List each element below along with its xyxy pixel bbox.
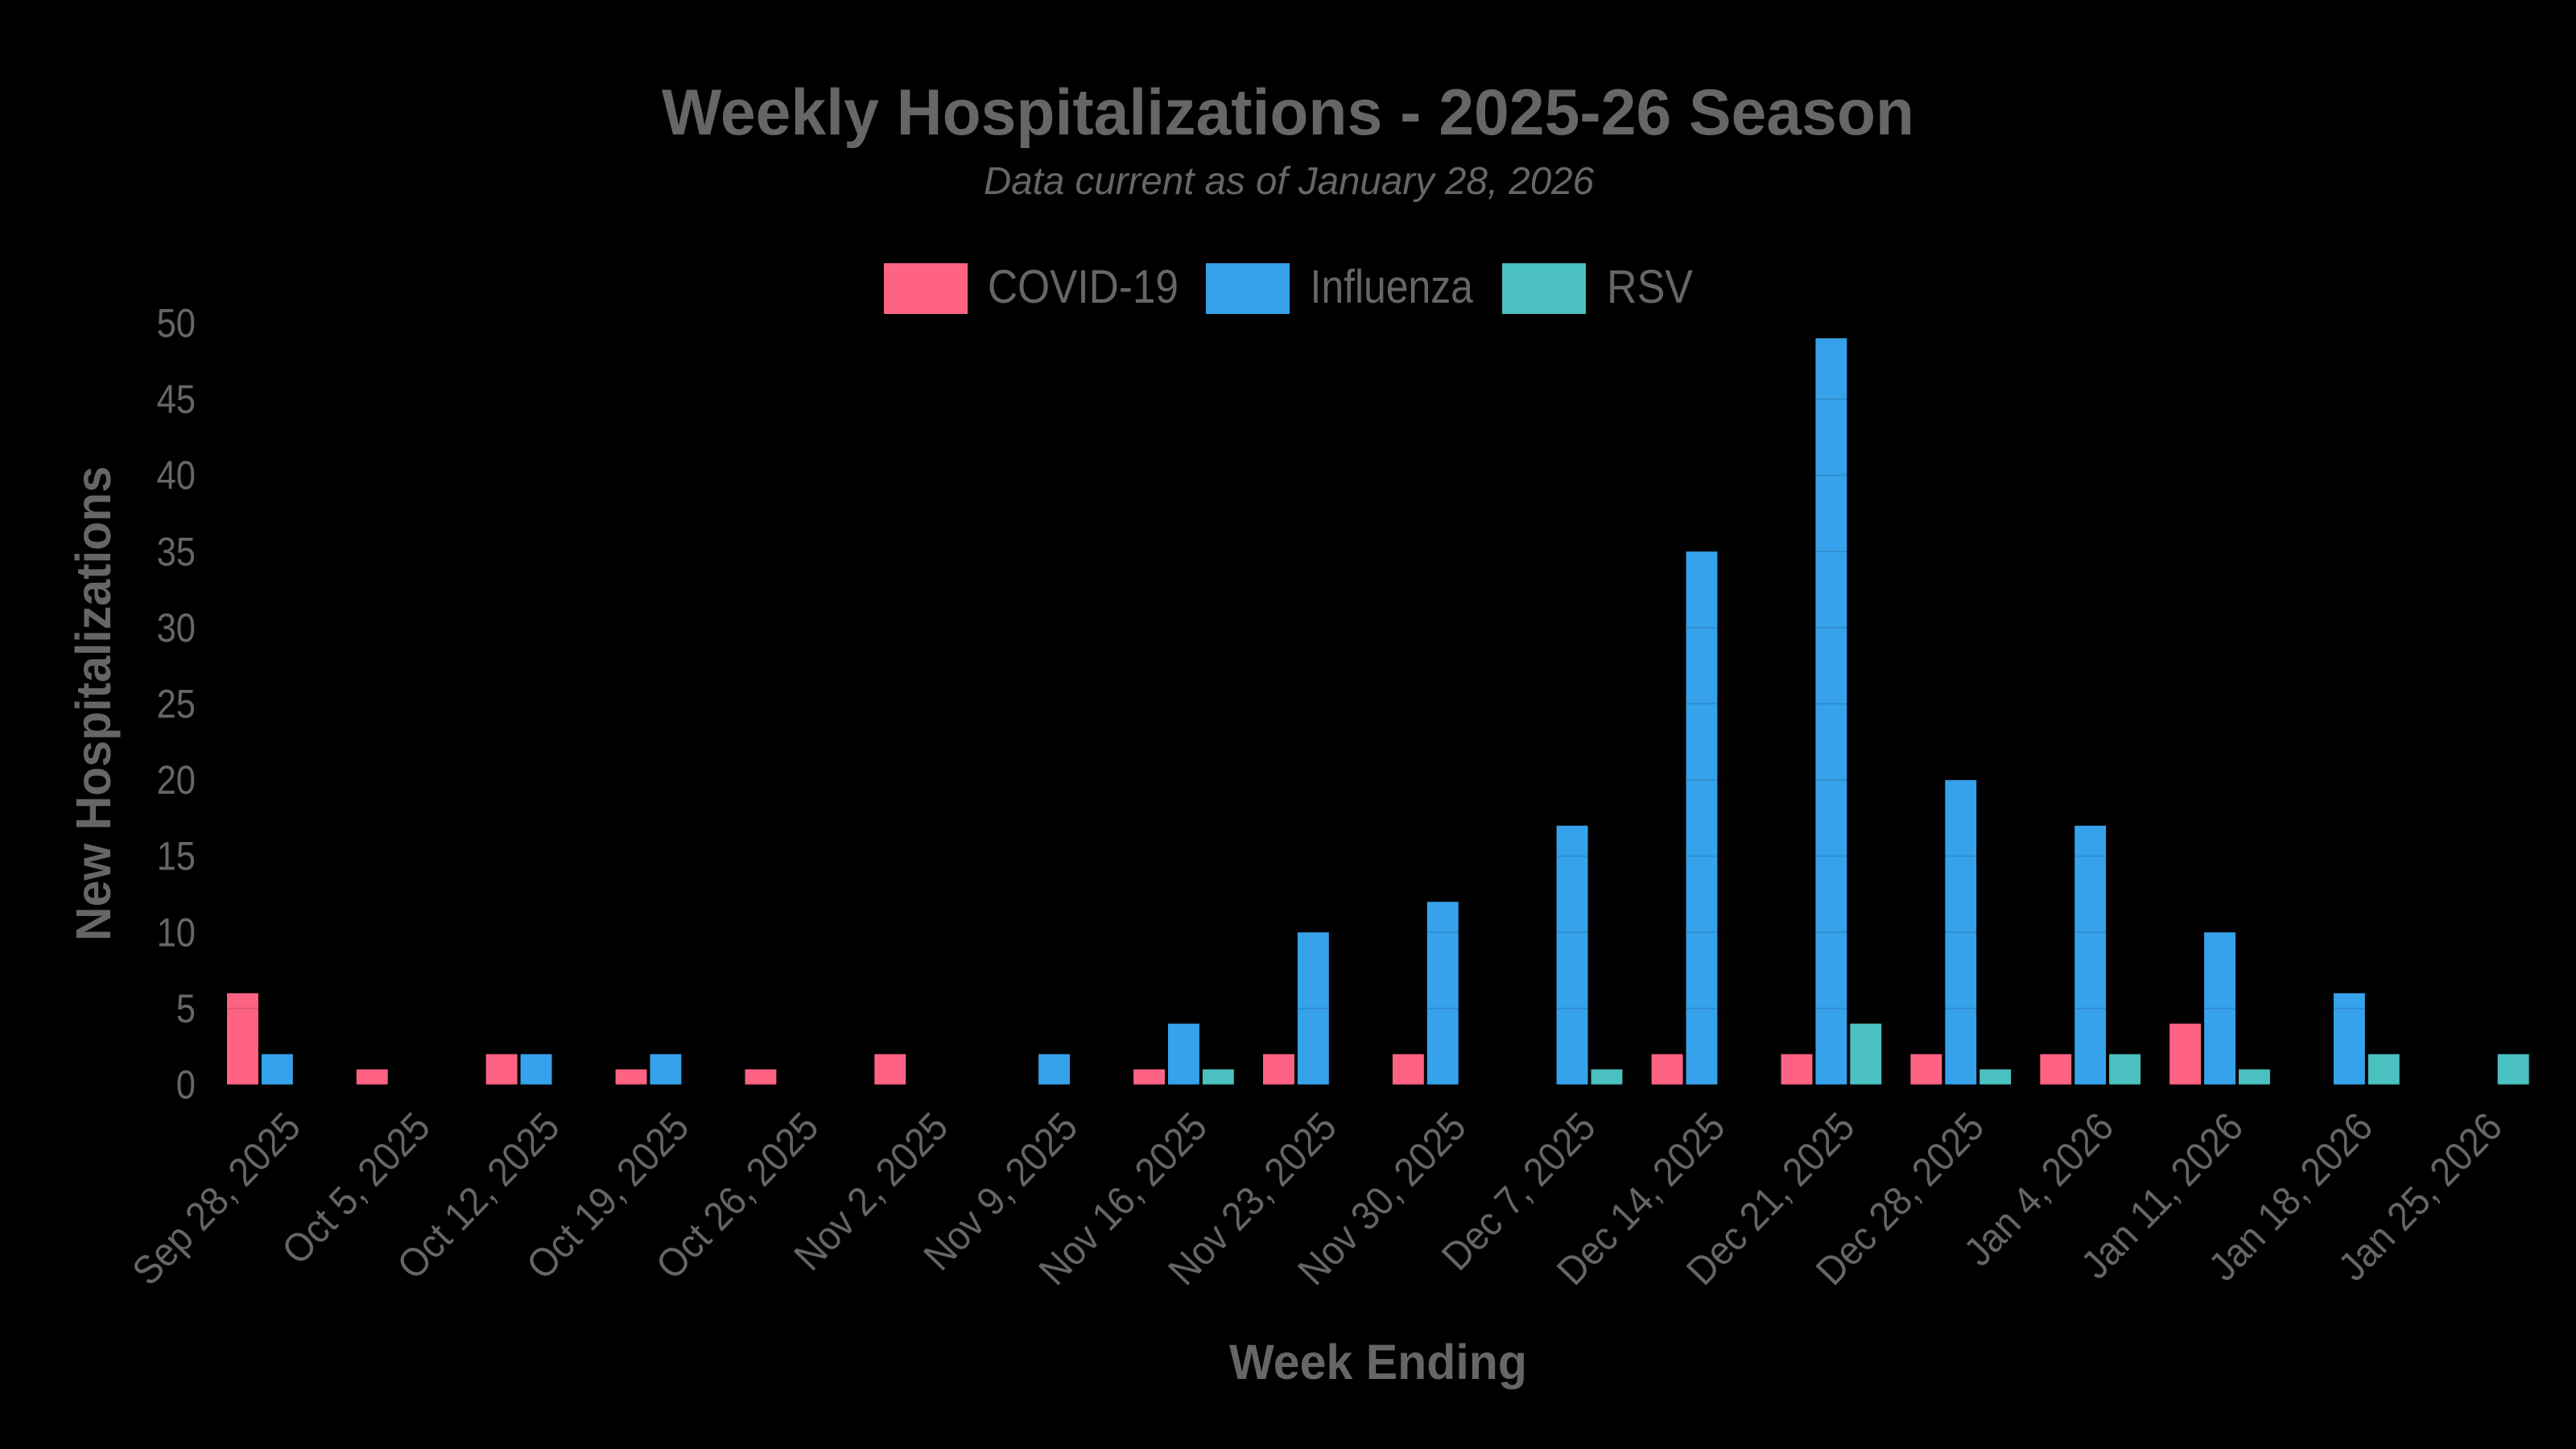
svg-text:45: 45 <box>157 377 196 422</box>
svg-text:COVID-19: COVID-19 <box>988 261 1179 313</box>
svg-text:50: 50 <box>157 301 196 346</box>
svg-text:0: 0 <box>176 1063 196 1108</box>
svg-text:10: 10 <box>157 910 196 955</box>
svg-text:35: 35 <box>157 529 196 574</box>
svg-text:20: 20 <box>157 758 196 803</box>
svg-text:New Hospitalizations: New Hospitalizations <box>66 466 121 941</box>
svg-text:5: 5 <box>176 986 196 1031</box>
svg-text:30: 30 <box>157 605 196 650</box>
svg-text:Weekly Hospitalizations - 2025: Weekly Hospitalizations - 2025-26 Season <box>662 76 1914 149</box>
svg-text:Influenza: Influenza <box>1311 261 1474 313</box>
svg-text:15: 15 <box>157 834 196 879</box>
svg-text:Data current as of January 28,: Data current as of January 28, 2026 <box>984 160 1594 203</box>
svg-text:25: 25 <box>157 682 196 727</box>
svg-text:RSV: RSV <box>1607 261 1693 313</box>
svg-text:Week Ending: Week Ending <box>1229 1335 1527 1389</box>
svg-text:40: 40 <box>157 453 196 498</box>
